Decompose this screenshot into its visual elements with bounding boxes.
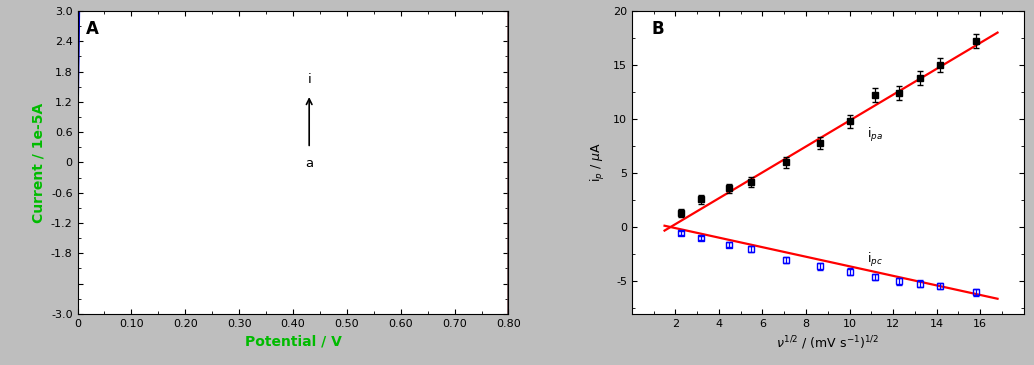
Text: i$_{pc}$: i$_{pc}$: [866, 251, 883, 269]
X-axis label: Potential / V: Potential / V: [245, 334, 341, 348]
Text: A: A: [86, 20, 99, 38]
Text: i: i: [307, 73, 311, 86]
Text: a: a: [305, 157, 313, 170]
X-axis label: $\nu^{1/2}$ / (mV s$^{-1}$)$^{1/2}$: $\nu^{1/2}$ / (mV s$^{-1}$)$^{1/2}$: [777, 334, 879, 352]
Y-axis label: i$_p$ / $\mu$A: i$_p$ / $\mu$A: [589, 142, 607, 182]
Y-axis label: Current / 1e-5A: Current / 1e-5A: [31, 102, 45, 223]
Text: i$_{pa}$: i$_{pa}$: [866, 126, 883, 145]
Text: B: B: [651, 20, 664, 38]
